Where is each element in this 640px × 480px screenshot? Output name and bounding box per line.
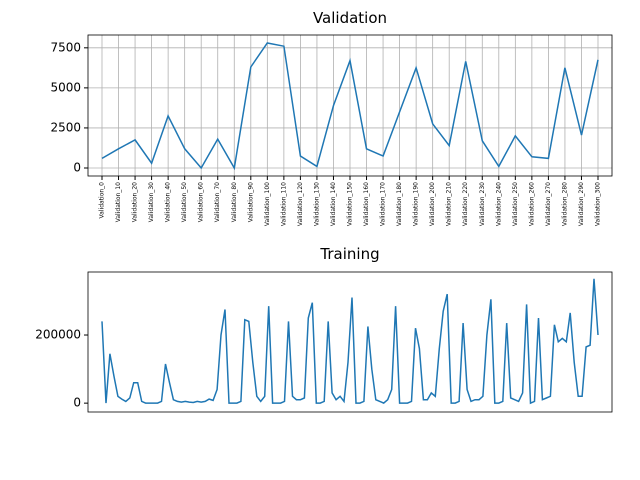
y-tick-label: 0: [73, 396, 81, 410]
x-tick-label: Validation_10: [115, 182, 122, 222]
x-tick-label: Validation_180: [396, 182, 403, 226]
x-tick-label: Validation_230: [479, 182, 486, 226]
x-tick-label: Validation_210: [446, 182, 453, 226]
y-tick-label: 5000: [50, 80, 81, 94]
x-tick-label: Validation_0: [99, 182, 106, 219]
x-tick-label: Validation_30: [148, 182, 155, 222]
x-tick-label: Validation_60: [198, 182, 205, 222]
x-tick-label: Validation_150: [347, 182, 354, 226]
x-tick-label: Validation_260: [528, 182, 535, 226]
data-line: [101, 42, 599, 171]
x-tick-label: Validation_160: [363, 182, 370, 226]
y-tick-label: 0: [73, 160, 81, 174]
axes-frame: [87, 34, 613, 177]
x-tick-label: Validation_190: [413, 182, 420, 226]
x-tick-label: Validation_290: [578, 182, 585, 226]
y-tick-label: 2500: [50, 120, 81, 134]
data-line: [101, 278, 599, 405]
x-tick-label: Validation_300: [595, 182, 602, 226]
y-tick-label: 200000: [35, 328, 81, 342]
x-tick-label: Validation_110: [280, 182, 287, 226]
x-tick-label: Validation_240: [495, 182, 502, 226]
x-tick-label: Validation_80: [231, 182, 238, 222]
x-tick-label: Validation_280: [561, 182, 568, 226]
x-tick-label: Validation_170: [380, 182, 387, 226]
x-tick-label: Validation_250: [512, 182, 519, 226]
axes-frame: [87, 271, 613, 413]
x-tick-label: Validation_120: [297, 182, 304, 226]
x-tick-label: Validation_70: [214, 182, 221, 222]
x-tick-label: Validation_90: [247, 182, 254, 222]
x-tick-label: Validation_130: [313, 182, 320, 226]
x-tick-label: Validation_220: [462, 182, 469, 226]
x-tick-label: Validation_200: [429, 182, 436, 226]
y-tick-label: 7500: [50, 40, 81, 54]
x-tick-label: Validation_270: [545, 182, 552, 226]
x-tick-label: Validation_20: [132, 182, 139, 222]
x-tick-label: Validation_100: [264, 182, 271, 226]
x-tick-label: Validation_40: [165, 182, 172, 222]
x-tick-label: Validation_140: [330, 182, 337, 226]
chart-title: Validation: [313, 9, 387, 27]
chart-title: Training: [319, 245, 379, 263]
x-tick-label: Validation_50: [181, 182, 188, 222]
